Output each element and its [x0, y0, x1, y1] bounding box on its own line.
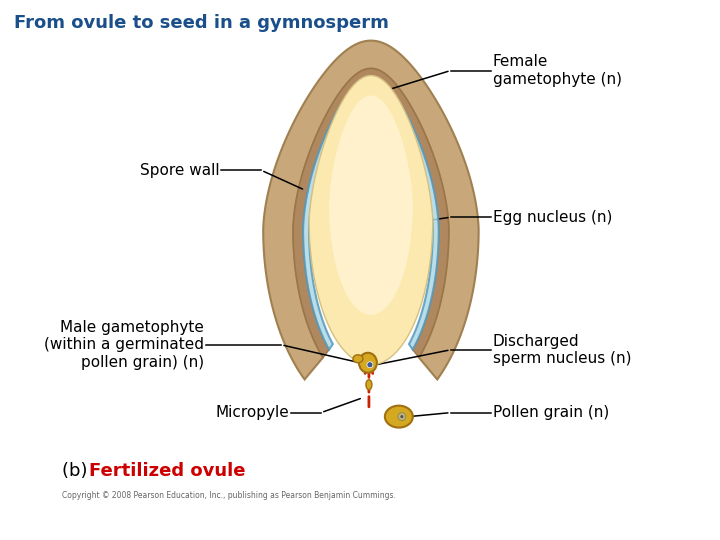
Text: Fertilized ovule: Fertilized ovule [89, 462, 246, 481]
Ellipse shape [366, 380, 372, 390]
Text: (b): (b) [62, 462, 93, 481]
Text: From ovule to seed in a gymnosperm: From ovule to seed in a gymnosperm [14, 14, 389, 32]
Polygon shape [303, 78, 438, 349]
Ellipse shape [359, 353, 377, 373]
Polygon shape [293, 69, 449, 357]
Text: Discharged
sperm nucleus (n): Discharged sperm nucleus (n) [492, 334, 631, 366]
Ellipse shape [400, 415, 403, 418]
Polygon shape [264, 40, 479, 380]
Polygon shape [309, 76, 433, 365]
Ellipse shape [398, 413, 406, 421]
Ellipse shape [353, 355, 363, 363]
Text: Egg nucleus (n): Egg nucleus (n) [492, 210, 612, 225]
Text: Pollen grain (n): Pollen grain (n) [492, 405, 609, 420]
Text: Male gametophyte
(within a germinated
pollen grain) (n): Male gametophyte (within a germinated po… [45, 320, 204, 370]
Ellipse shape [385, 406, 413, 428]
Text: Female
gametophyte (n): Female gametophyte (n) [492, 55, 621, 87]
Text: Copyright © 2008 Pearson Education, Inc., publishing as Pearson Benjamin Cumming: Copyright © 2008 Pearson Education, Inc.… [62, 491, 395, 500]
Polygon shape [329, 96, 413, 315]
Text: Micropyle: Micropyle [215, 405, 289, 420]
Text: Spore wall: Spore wall [140, 163, 220, 178]
Ellipse shape [367, 362, 373, 368]
